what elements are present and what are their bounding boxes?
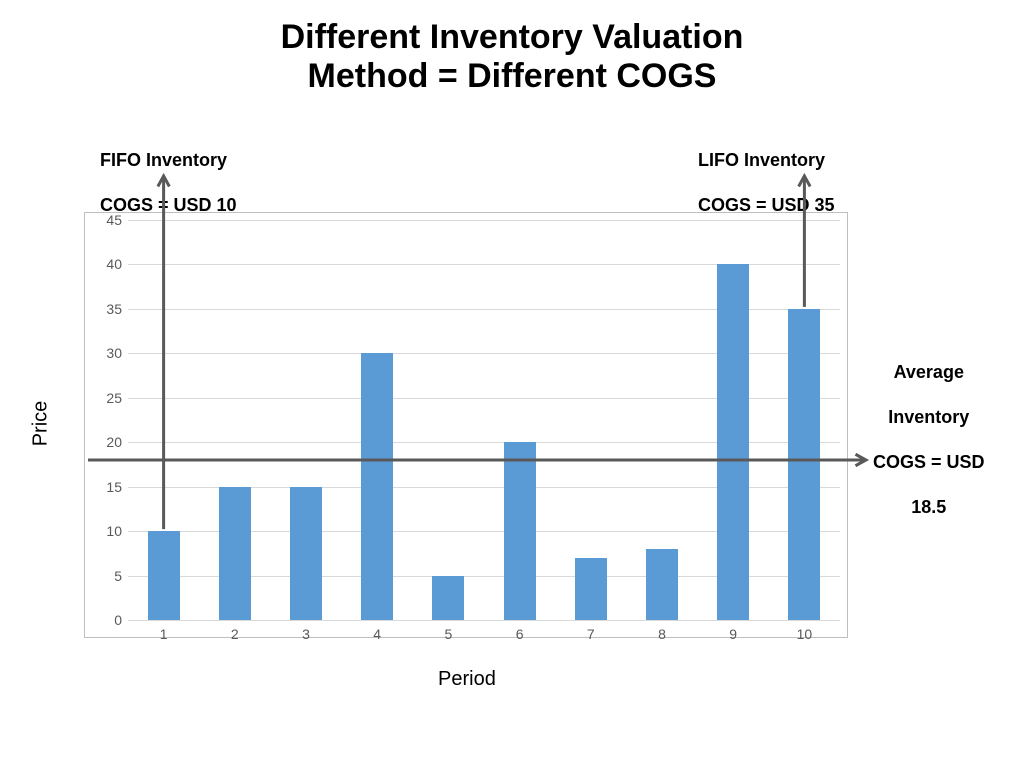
- y-tick-label: 40: [106, 256, 122, 272]
- x-tick-label: 2: [231, 626, 239, 642]
- y-tick-label: 5: [114, 568, 122, 584]
- avg-line3: COGS = USD: [873, 451, 985, 474]
- x-tick-label: 1: [160, 626, 168, 642]
- bar: [290, 487, 322, 620]
- x-tick-label: 10: [797, 626, 813, 642]
- y-tick-label: 35: [106, 301, 122, 317]
- y-tick-label: 15: [106, 479, 122, 495]
- x-tick-label: 7: [587, 626, 595, 642]
- avg-line2: Inventory: [873, 406, 985, 429]
- bar: [361, 353, 393, 620]
- x-axis-label: Period: [438, 668, 496, 691]
- avg-line1: Average: [873, 361, 985, 384]
- bar: [219, 487, 251, 620]
- bar: [504, 442, 536, 620]
- x-tick-label: 6: [516, 626, 524, 642]
- y-tick-label: 20: [106, 434, 122, 450]
- gridline: [128, 620, 840, 621]
- avg-line4: 18.5: [873, 496, 985, 519]
- x-tick-label: 5: [444, 626, 452, 642]
- y-tick-label: 0: [114, 612, 122, 628]
- lifo-line1: LIFO Inventory: [698, 149, 835, 172]
- gridline: [128, 220, 840, 221]
- y-axis-label: Price: [29, 401, 52, 447]
- x-tick-label: 9: [729, 626, 737, 642]
- bar: [148, 531, 180, 620]
- y-tick-label: 25: [106, 390, 122, 406]
- y-tick-label: 45: [106, 212, 122, 228]
- average-annotation: Average Inventory COGS = USD 18.5: [873, 338, 985, 541]
- x-tick-label: 4: [373, 626, 381, 642]
- y-tick-label: 10: [106, 523, 122, 539]
- chart-plot-area: 05101520253035404512345678910: [128, 220, 840, 620]
- y-tick-label: 30: [106, 345, 122, 361]
- bar: [788, 309, 820, 620]
- bar: [432, 576, 464, 620]
- chart-title: Different Inventory Valuation Method = D…: [0, 0, 1024, 96]
- fifo-line1: FIFO Inventory: [100, 149, 237, 172]
- bar: [646, 549, 678, 620]
- bar: [717, 264, 749, 620]
- x-tick-label: 3: [302, 626, 310, 642]
- x-tick-label: 8: [658, 626, 666, 642]
- title-line1: Different Inventory Valuation: [0, 18, 1024, 57]
- bar: [575, 558, 607, 620]
- title-line2: Method = Different COGS: [0, 57, 1024, 96]
